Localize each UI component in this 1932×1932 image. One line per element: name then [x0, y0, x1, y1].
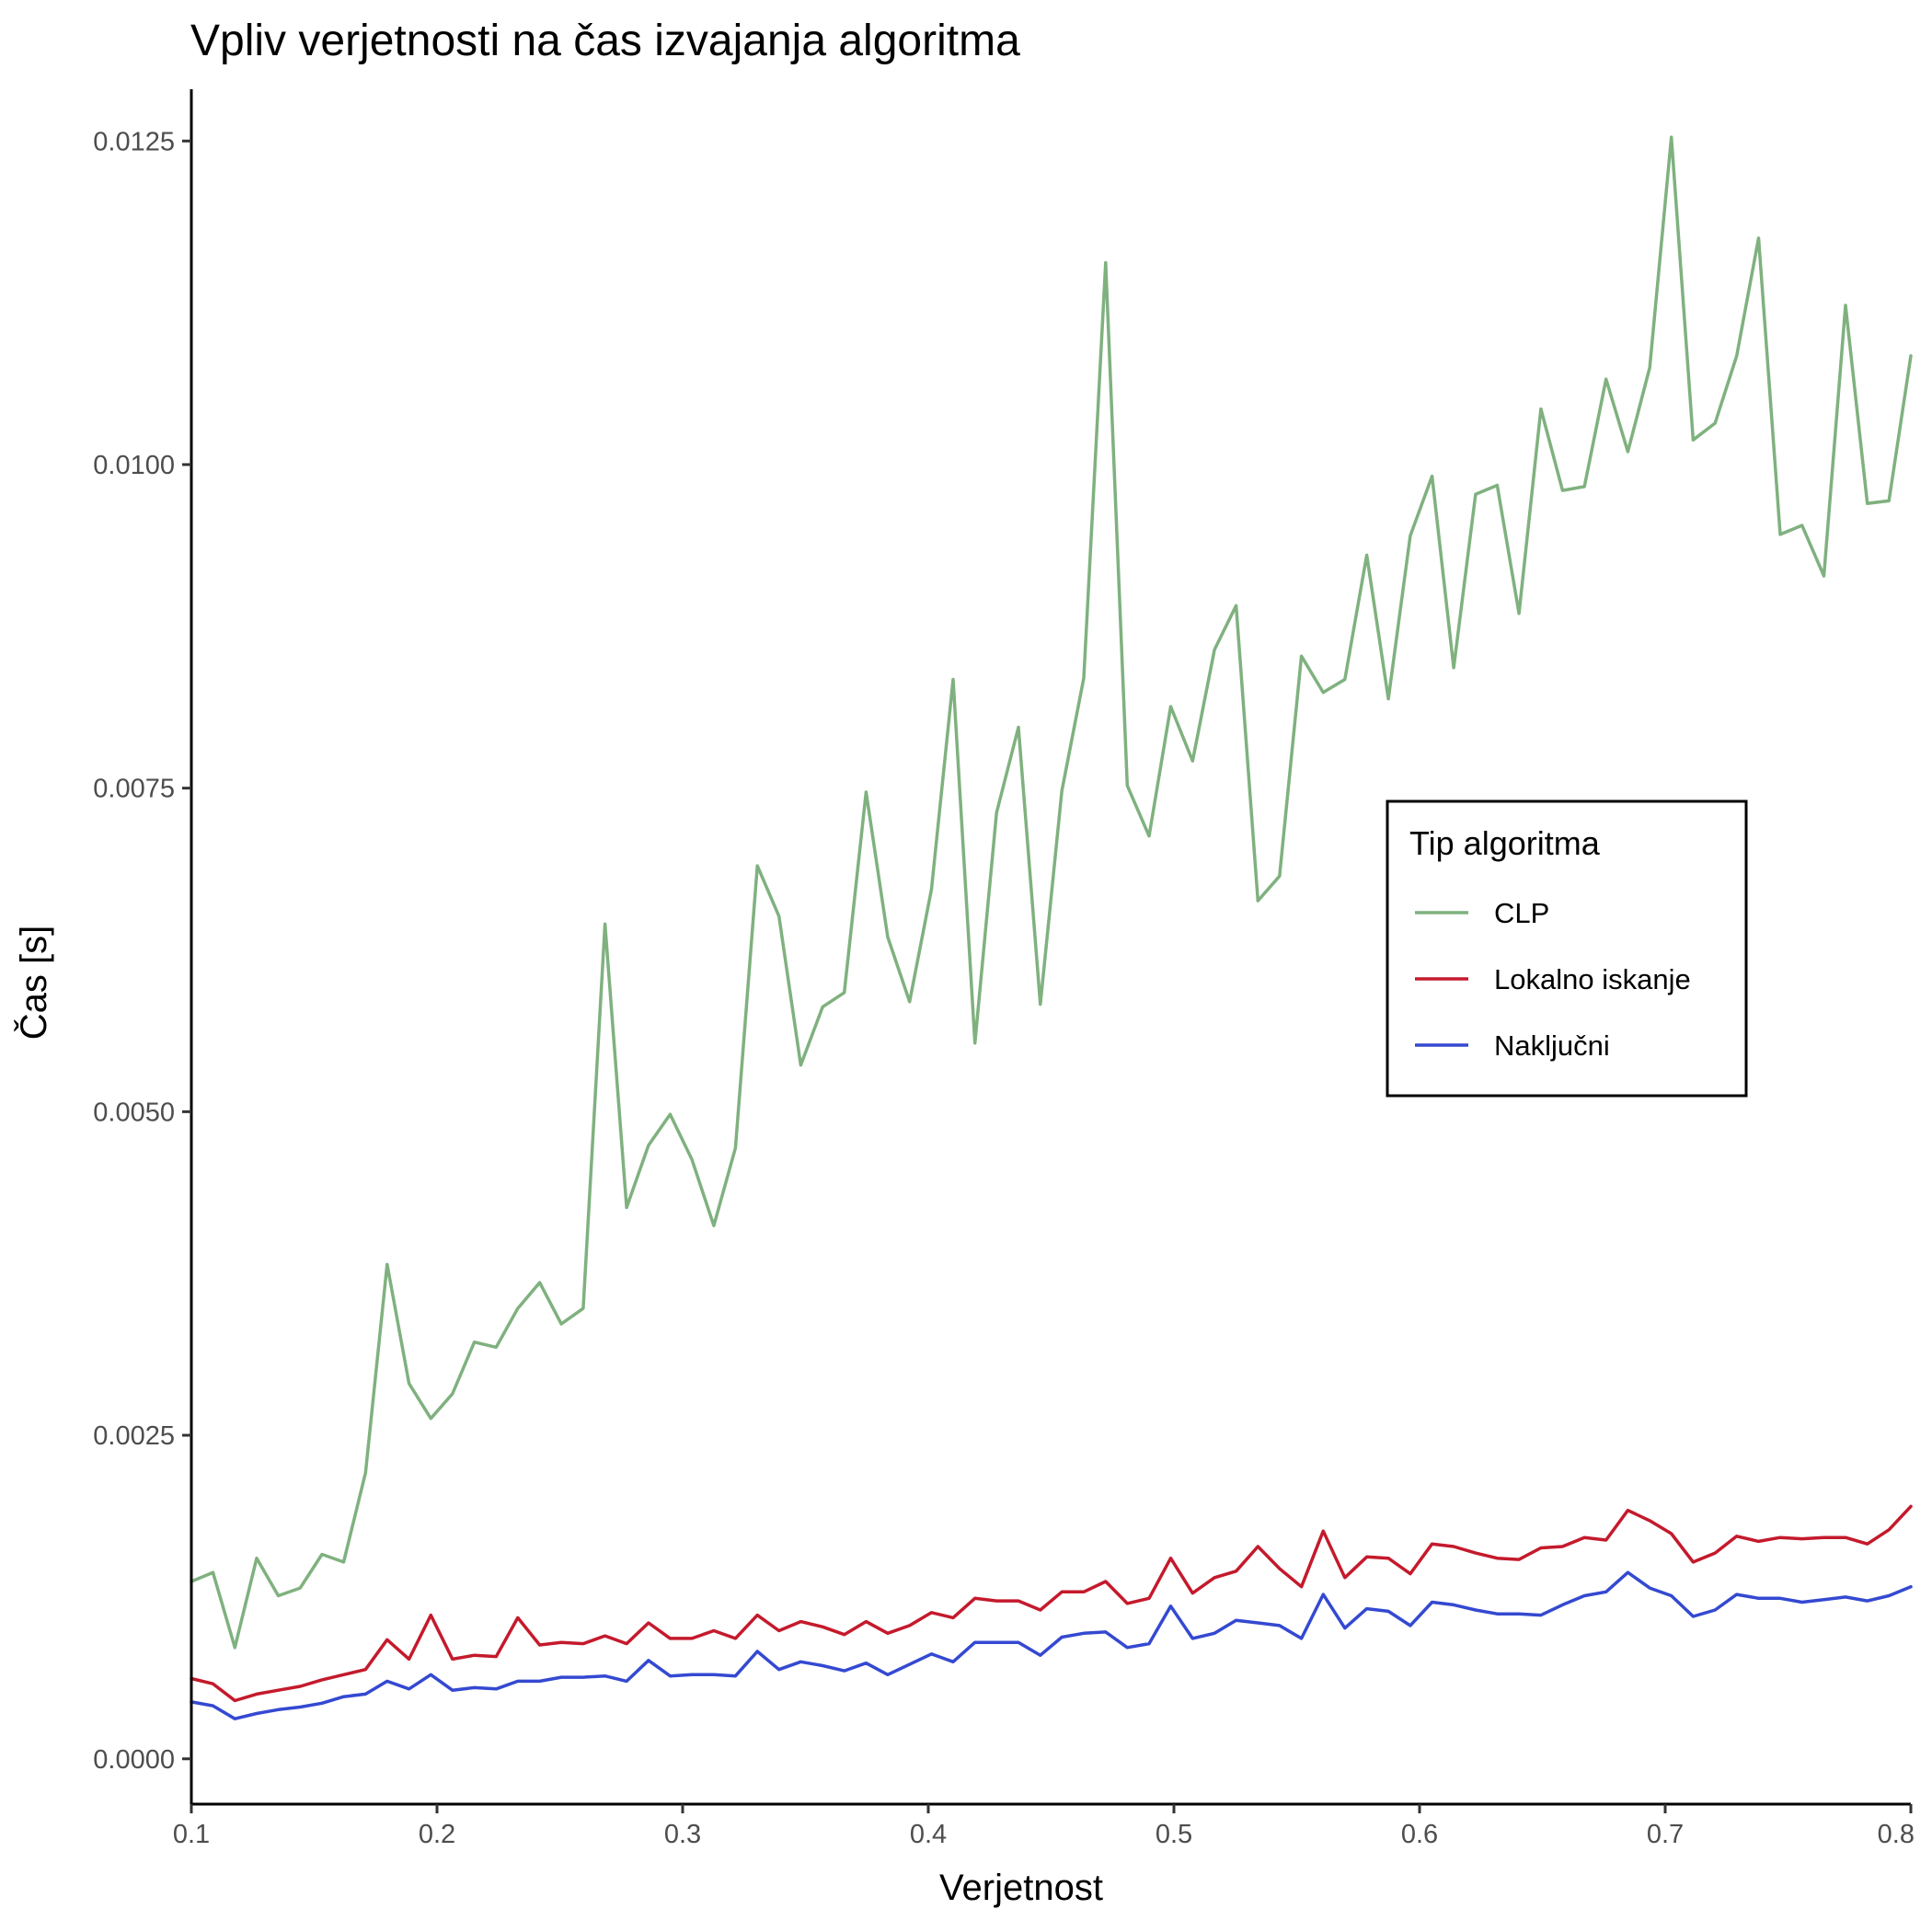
y-tick-label: 0.0125 [93, 127, 175, 156]
legend: Tip algoritma CLP Lokalno iskanje Naključn… [1386, 799, 1748, 1098]
y-tick-label: 0.0025 [93, 1421, 175, 1451]
chart-title: Vpliv verjetnosti na čas izvajanja algor… [190, 17, 1020, 65]
series-line-lokalno-iskanje [190, 1504, 1913, 1703]
x-axis-title: Verjetnost [939, 1868, 1103, 1908]
x-tick-label: 0.6 [1401, 1820, 1438, 1849]
legend-label-naklju-ni: Naključni [1494, 1029, 1610, 1062]
series-line-clp [190, 135, 1913, 1650]
y-tick-label: 0.0100 [93, 451, 175, 480]
x-tick-label: 0.8 [1878, 1820, 1915, 1849]
legend-items: CLP Lokalno iskanje Naključni [1415, 897, 1691, 1062]
x-tick-label: 0.2 [419, 1820, 455, 1849]
y-tick-label: 0.0075 [93, 775, 175, 804]
y-axis-title: Čas [s] [13, 926, 54, 1040]
legend-title: Tip algoritma [1409, 824, 1601, 862]
y-axis-ticks: 0.0000 0.0025 0.0050 0.0075 0.0100 0.0125 [93, 127, 191, 1775]
series-layer [190, 135, 1913, 1720]
x-tick-label: 0.1 [173, 1820, 210, 1849]
x-tick-label: 0.3 [664, 1820, 701, 1849]
series-line-naklju-ni [190, 1570, 1913, 1720]
y-tick-label: 0.0050 [93, 1098, 175, 1127]
x-tick-label: 0.4 [910, 1820, 947, 1849]
legend-label-clp: CLP [1494, 897, 1549, 929]
y-tick-label: 0.0000 [93, 1745, 175, 1775]
legend-label-lokalno-iskanje: Lokalno iskanje [1494, 963, 1691, 995]
x-tick-label: 0.7 [1647, 1820, 1684, 1849]
x-tick-label: 0.5 [1156, 1820, 1192, 1849]
x-axis-ticks: 0.1 0.2 0.3 0.4 0.5 0.6 0.7 0.8 [173, 1804, 1915, 1849]
